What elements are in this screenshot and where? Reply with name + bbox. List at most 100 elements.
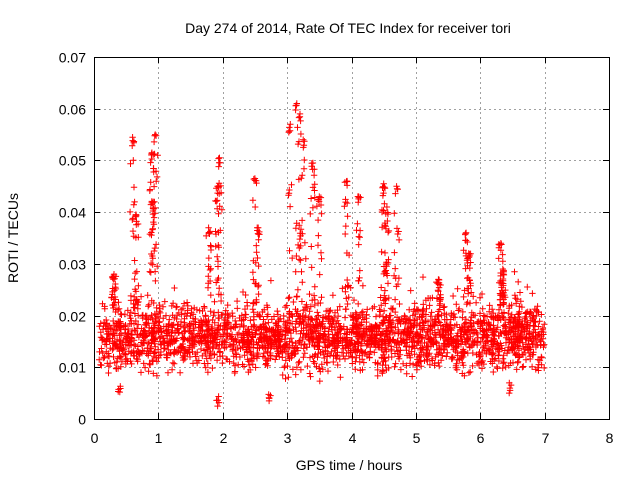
data-point — [287, 335, 295, 342]
data-point — [406, 317, 413, 324]
data-point — [173, 315, 180, 323]
data-point — [350, 316, 357, 323]
spike-point — [214, 253, 221, 260]
data-point — [309, 339, 316, 346]
data-point — [515, 278, 522, 286]
peak-cluster-point — [133, 212, 140, 220]
data-point — [493, 326, 500, 333]
data-point — [120, 350, 128, 357]
data-point — [154, 313, 162, 320]
data-point — [531, 305, 538, 313]
data-point — [201, 304, 208, 312]
spike-point — [129, 216, 136, 223]
data-point — [240, 336, 247, 343]
data-point — [420, 311, 427, 318]
data-point — [499, 355, 507, 362]
data-point — [140, 348, 148, 355]
data-point — [319, 348, 327, 355]
data-point — [380, 307, 388, 314]
data-point — [513, 366, 520, 373]
data-point — [388, 324, 395, 332]
data-point — [112, 365, 120, 372]
data-point — [341, 314, 349, 321]
data-point — [247, 317, 254, 324]
data-point — [333, 354, 340, 362]
spike-point — [309, 297, 316, 304]
data-point — [97, 320, 104, 327]
data-point — [169, 359, 177, 367]
data-point — [427, 295, 434, 302]
data-point — [406, 343, 413, 351]
data-point — [435, 308, 442, 315]
spike-point — [203, 232, 210, 240]
data-point — [147, 314, 154, 322]
data-point — [524, 283, 531, 291]
data-point — [189, 348, 196, 356]
spike-point — [313, 203, 321, 210]
data-point — [490, 341, 497, 348]
data-point — [227, 323, 235, 330]
data-point — [371, 349, 378, 356]
data-point — [427, 330, 434, 338]
data-point — [353, 318, 361, 326]
data-point — [115, 345, 122, 352]
spike-point — [299, 230, 306, 237]
data-point — [144, 292, 151, 299]
data-point — [419, 308, 426, 316]
spike-point — [147, 159, 154, 166]
data-point — [105, 369, 112, 377]
data-point — [122, 351, 129, 358]
axis-ticks: 0 1 2 3 4 5 6 7 8 0 0.01 0.02 0.03 0.04 0.05 0.06 0.07 — [59, 50, 614, 447]
data-point — [249, 306, 256, 313]
data-point — [372, 359, 379, 366]
data-point — [134, 321, 142, 328]
data-point — [391, 363, 398, 370]
peak-cluster-point — [109, 274, 116, 282]
data-point — [256, 330, 264, 337]
data-point — [385, 294, 392, 302]
spike-point — [149, 261, 156, 268]
data-point — [259, 343, 266, 351]
data-point — [315, 312, 322, 319]
data-point — [505, 310, 512, 317]
spike-point — [302, 255, 309, 262]
data-point — [280, 343, 287, 350]
data-point — [203, 318, 211, 325]
data-point — [465, 327, 472, 334]
data-point — [421, 357, 428, 364]
data-point — [516, 308, 523, 315]
data-point — [128, 320, 135, 327]
spike-point — [381, 249, 389, 257]
spike-point — [297, 130, 305, 138]
spike-point — [135, 234, 142, 241]
data-point — [392, 360, 399, 367]
data-point — [465, 369, 473, 376]
data-point — [358, 348, 365, 355]
data-point — [452, 347, 459, 355]
data-point — [317, 368, 324, 375]
data-point — [325, 316, 332, 323]
data-point — [232, 346, 239, 354]
data-point — [304, 327, 312, 334]
data-point — [476, 294, 484, 301]
data-point — [379, 361, 386, 369]
data-point — [161, 345, 168, 352]
data-point — [111, 359, 118, 366]
data-point — [296, 319, 303, 327]
spike-point — [311, 181, 318, 188]
spike-point — [285, 295, 292, 302]
data-point — [490, 326, 497, 333]
data-point — [400, 337, 407, 345]
data-point — [393, 314, 401, 321]
data-point — [191, 338, 199, 346]
data-point — [354, 347, 361, 354]
data-point — [460, 331, 467, 339]
data-point — [488, 314, 496, 321]
data-point — [148, 330, 156, 337]
data-point — [380, 351, 387, 359]
spike-point — [298, 175, 305, 182]
data-point — [126, 312, 133, 319]
spike-point — [391, 249, 398, 256]
data-point — [148, 312, 155, 319]
data-point — [480, 312, 487, 319]
